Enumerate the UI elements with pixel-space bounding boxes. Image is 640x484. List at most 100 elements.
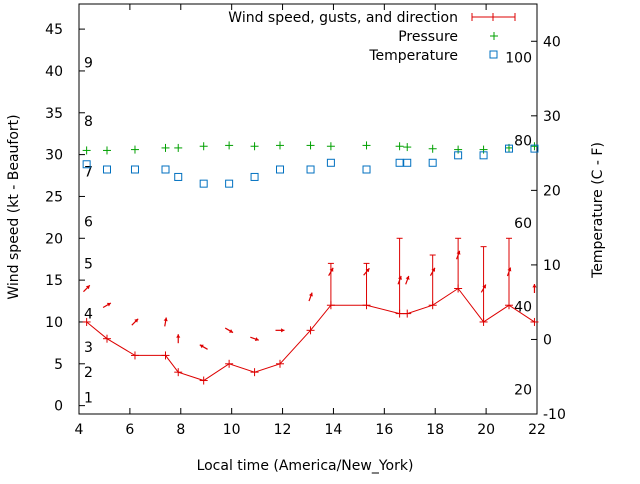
- plot-frame: [78, 3, 538, 415]
- pressure-point: [326, 142, 335, 151]
- legend-temperature-marker: [489, 50, 498, 59]
- x-tick-label: 4: [75, 422, 84, 438]
- fahrenheit-labels: 20 40 60 80 100: [505, 51, 532, 399]
- temperature-point: [479, 151, 488, 160]
- y-left-tick-label: 15: [45, 273, 63, 289]
- beaufort-label: 7: [84, 164, 93, 180]
- y-left-tick-label: 25: [45, 189, 63, 205]
- pressure-point: [403, 143, 412, 152]
- temperature-point: [102, 165, 111, 174]
- temperature-point: [530, 144, 539, 153]
- wind-direction-head: [365, 268, 370, 273]
- pressure-point: [428, 144, 437, 153]
- pressure-point: [161, 143, 170, 152]
- beaufort-label: 5: [84, 256, 93, 272]
- wind-direction-head: [254, 337, 259, 341]
- temperature-point: [395, 158, 404, 167]
- wind-direction-head: [532, 283, 537, 288]
- y-left-tick-label: 0: [54, 399, 63, 415]
- y-left-tick-label: 45: [45, 22, 63, 38]
- temperature-series: [82, 144, 539, 188]
- pressure-series: [82, 141, 539, 155]
- legend-wind-label: Wind speed, gusts, and direction: [228, 10, 458, 26]
- wind-direction-head: [199, 344, 204, 349]
- pressure-point: [130, 145, 139, 154]
- temperature-point: [362, 165, 371, 174]
- pressure-point: [250, 142, 259, 151]
- y-axis-right-label: Temperature (C - F): [590, 142, 606, 279]
- y-left-tick-label: 35: [45, 106, 63, 122]
- beaufort-label: 6: [84, 215, 93, 231]
- x-tick-label: 12: [274, 422, 292, 438]
- pressure-point: [530, 142, 539, 151]
- fahrenheit-label: 20: [514, 382, 532, 398]
- temperature-point: [326, 158, 335, 167]
- pressure-point: [362, 141, 371, 150]
- wind-direction-head: [85, 285, 90, 290]
- legend: Wind speed, gusts, and direction Pressur…: [228, 10, 516, 64]
- wind-direction-head: [229, 329, 234, 333]
- y-left-tick-label: 10: [45, 315, 63, 331]
- x-tick-label: 16: [375, 422, 393, 438]
- x-tick-label: 18: [426, 422, 444, 438]
- pressure-point: [199, 142, 208, 151]
- beaufort-label: 8: [84, 114, 93, 130]
- x-axis-label: Local time (America/New_York): [197, 458, 414, 474]
- pressure-point: [306, 141, 315, 150]
- temperature-point: [161, 165, 170, 174]
- fahrenheit-label: 60: [514, 216, 532, 232]
- y-left-tick-label: 30: [45, 148, 63, 164]
- plot-axes: [78, 3, 538, 415]
- pressure-point: [479, 145, 488, 154]
- legend-wind-sample: [471, 13, 516, 21]
- temperature-point: [199, 179, 208, 188]
- beaufort-labels: 1 2 3 4 5 6 7 8 9: [84, 56, 93, 407]
- wind-direction-head: [398, 275, 402, 280]
- beaufort-label: 9: [84, 56, 93, 72]
- pressure-point: [102, 146, 111, 155]
- beaufort-label: 2: [84, 365, 93, 381]
- temperature-point: [174, 172, 183, 181]
- beaufort-label: 1: [84, 390, 93, 406]
- x-tick-label: 6: [125, 422, 134, 438]
- x-tick-label: 22: [528, 422, 546, 438]
- wind-direction-head: [176, 334, 181, 338]
- pressure-point: [395, 142, 404, 151]
- pressure-point: [82, 146, 91, 155]
- y-right-tick-label: -10: [543, 407, 566, 423]
- y-axis-right-ticks: -10 0 10 20 30 40: [531, 34, 566, 423]
- y-left-tick-label: 5: [54, 357, 63, 373]
- wind-direction-head: [163, 317, 168, 322]
- y-left-tick-label: 20: [45, 231, 63, 247]
- wind-direction-head: [405, 275, 410, 280]
- y-right-tick-label: 20: [543, 183, 561, 199]
- temperature-point: [276, 165, 285, 174]
- x-tick-label: 10: [223, 422, 241, 438]
- temperature-point: [454, 151, 463, 160]
- y-right-tick-label: 30: [543, 109, 561, 125]
- fahrenheit-label: 100: [505, 51, 532, 67]
- x-tick-label: 8: [176, 422, 185, 438]
- wind-direction-head: [456, 250, 461, 255]
- temperature-point: [403, 158, 412, 167]
- beaufort-label: 3: [84, 340, 93, 356]
- y-axis-left-ticks: 0 5 10 15 20 25 30 35 40 45: [45, 22, 85, 415]
- temperature-point: [428, 158, 437, 167]
- wind-direction-head: [507, 267, 512, 272]
- legend-pressure-label: Pressure: [398, 29, 458, 45]
- y-axis-left-label: Wind speed (kt - Beaufort): [6, 114, 22, 299]
- legend-temperature-label: Temperature: [368, 48, 458, 64]
- pressure-point: [454, 145, 463, 154]
- y-left-tick-label: 40: [45, 64, 63, 80]
- fahrenheit-label: 40: [514, 300, 532, 316]
- wind-direction-head: [431, 267, 435, 272]
- temperature-point: [306, 165, 315, 174]
- wind-direction-head: [482, 284, 486, 289]
- wind-series: [82, 237, 539, 385]
- temperature-point: [505, 144, 514, 153]
- temperature-point: [225, 179, 234, 188]
- temperature-point: [130, 165, 139, 174]
- wind-direction-head: [329, 267, 334, 272]
